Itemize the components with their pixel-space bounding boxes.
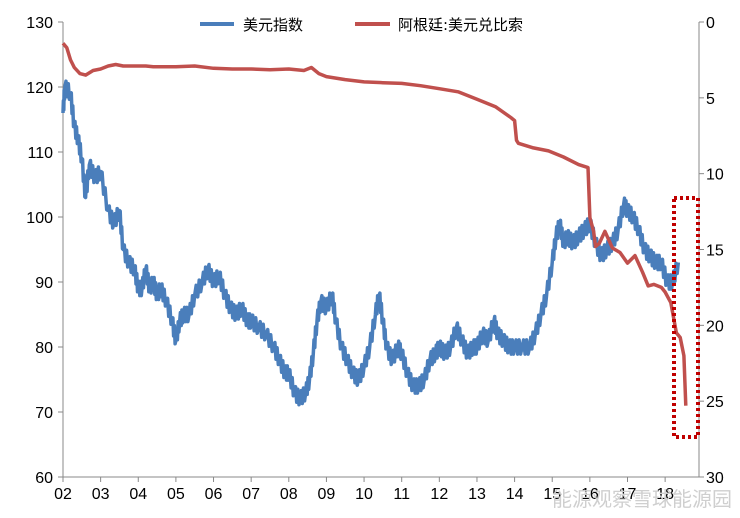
legend-label-usd-index: 美元指数 (243, 16, 303, 34)
x-ticks: 02 03 04 05 06 07 08 09 10 11 12 13 14 15 16 17 18 (54, 477, 674, 503)
left-tick-label: 90 (35, 275, 53, 292)
right-tick-label: 30 (706, 470, 724, 487)
series-line-ars (61, 42, 688, 406)
x-tick-label: 09 (318, 486, 336, 503)
x-tick-label: 11 (393, 486, 410, 503)
right-tick-label: 20 (706, 318, 724, 335)
right-tick-label: 10 (706, 167, 724, 184)
x-tick-label: 04 (129, 486, 147, 503)
x-tick-label: 18 (656, 486, 674, 503)
right-tick-label: 25 (706, 394, 724, 411)
x-tick-label: 12 (430, 486, 448, 503)
x-tick-label: 05 (167, 486, 185, 503)
left-y-ticks: 60 70 80 90 100 110 120 130 (26, 15, 63, 487)
x-tick-label: 14 (506, 486, 524, 503)
left-tick-label: 80 (35, 340, 53, 357)
x-tick-label: 03 (92, 486, 110, 503)
legend-label-ars: 阿根廷:美元兑比索 (398, 16, 523, 34)
right-tick-label: 15 (706, 243, 724, 260)
highlight-box (672, 196, 700, 439)
x-tick-label: 07 (242, 486, 260, 503)
legend: 美元指数 阿根廷:美元兑比索 (200, 16, 523, 34)
x-tick-label: 06 (205, 486, 223, 503)
x-tick-label: 15 (543, 486, 561, 503)
left-tick-label: 70 (35, 405, 53, 422)
right-tick-label: 0 (706, 15, 715, 32)
left-tick-label: 120 (26, 80, 53, 97)
series-group (61, 42, 688, 407)
watermark: 能源观察雪球能源园 (552, 487, 732, 511)
x-tick-label: 02 (54, 486, 72, 503)
right-tick-label: 5 (706, 91, 715, 108)
x-tick-label: 08 (280, 486, 298, 503)
series-line-usd-index (61, 79, 681, 407)
x-tick-label: 17 (619, 486, 637, 503)
x-tick-label: 16 (581, 486, 599, 503)
right-y-ticks: 0 5 10 15 20 25 30 (699, 15, 724, 487)
left-tick-label: 130 (26, 15, 53, 32)
left-tick-label: 100 (26, 210, 53, 227)
left-tick-label: 60 (35, 470, 53, 487)
left-tick-label: 110 (27, 145, 53, 162)
x-tick-label: 10 (355, 486, 373, 503)
x-tick-label: 13 (468, 486, 486, 503)
